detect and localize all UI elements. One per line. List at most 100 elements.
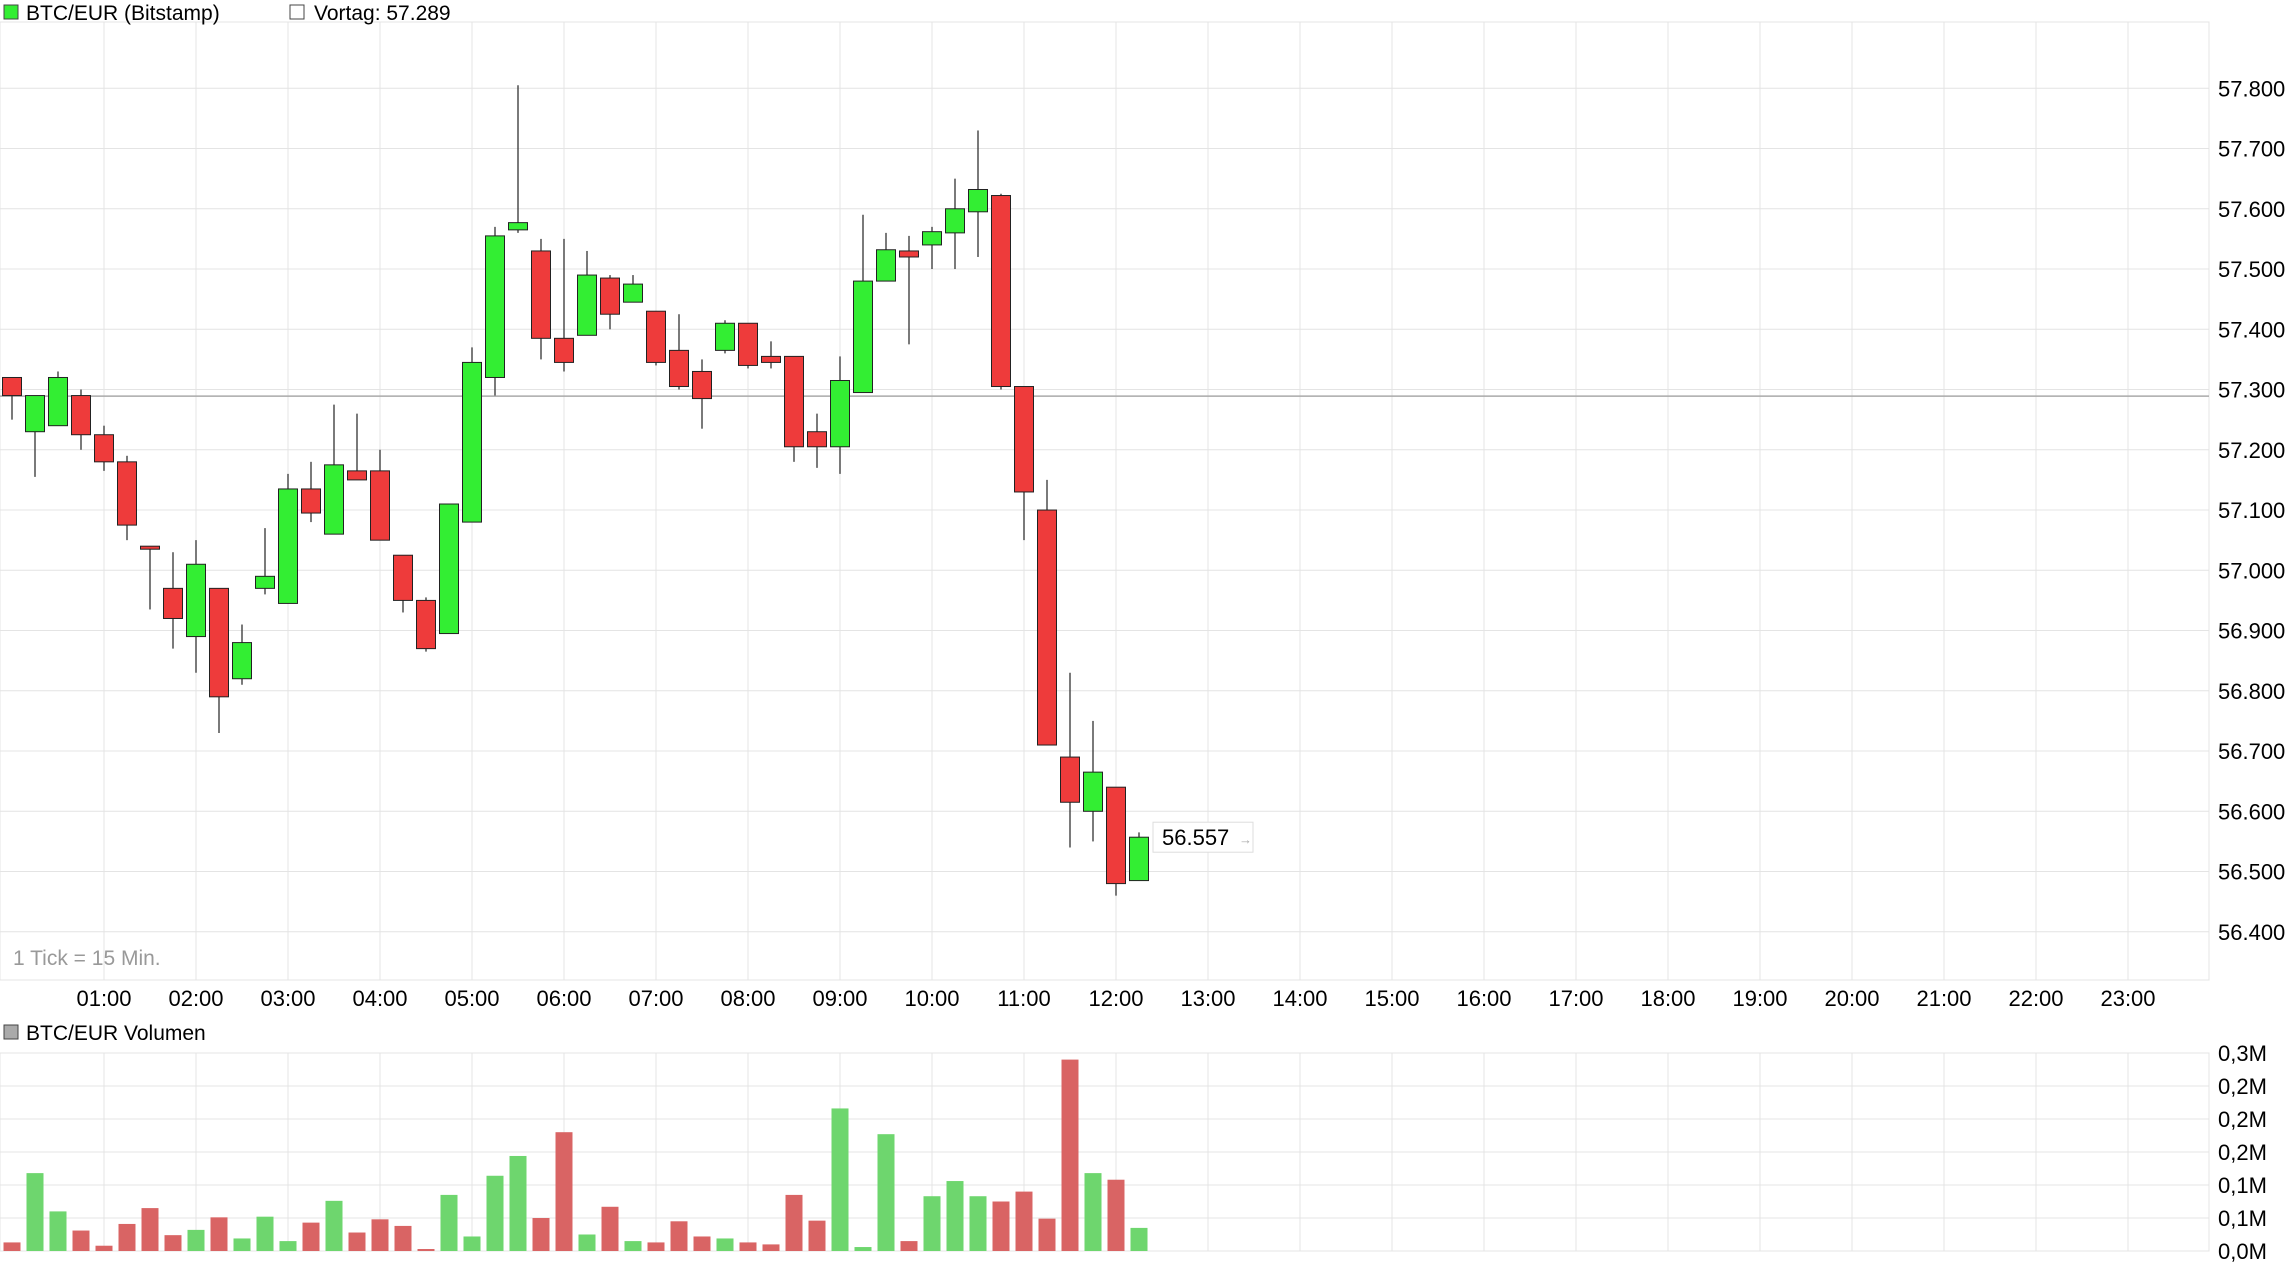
volume-bar <box>969 1196 987 1251</box>
candle <box>25 395 45 477</box>
candle-body <box>508 222 528 231</box>
volume-bar <box>854 1247 872 1251</box>
volume-bar <box>1130 1227 1148 1251</box>
candle <box>347 413 367 481</box>
price-y-tick-label: 57.000 <box>2218 558 2285 583</box>
candle <box>945 178 965 270</box>
time-x-tick-label: 20:00 <box>1824 986 1879 1011</box>
price-y-tick-label: 56.900 <box>2218 619 2285 644</box>
candle <box>1106 786 1126 896</box>
candle <box>1060 672 1080 848</box>
candle-body <box>807 431 827 448</box>
volume-bar <box>509 1155 527 1251</box>
candle-body <box>48 376 68 427</box>
price-y-axis: 56.400 56.500 56.600 56.700 56.800 56.900 57.0… <box>2218 76 2285 945</box>
candle <box>186 540 206 673</box>
volume-y-axis: 0,0M 0,1M 0,1M 0,2M 0,2M 0,2M 0,3M <box>2218 1041 2267 1264</box>
time-x-tick-label: 01:00 <box>76 986 131 1011</box>
volume-bar <box>877 1134 895 1251</box>
time-x-tick-label: 04:00 <box>352 986 407 1011</box>
volume-bar <box>325 1200 343 1251</box>
price-y-tick-label: 57.100 <box>2218 498 2285 523</box>
candle-body <box>646 310 666 363</box>
volume-bars <box>3 1059 1148 1251</box>
volume-y-tick-label: 0,2M <box>2218 1107 2267 1132</box>
volume-y-tick-label: 0,2M <box>2218 1140 2267 1165</box>
time-x-tick-label: 15:00 <box>1364 986 1419 1011</box>
time-x-tick-label: 11:00 <box>997 986 1050 1011</box>
volume-legend-label: BTC/EUR Volumen <box>26 1022 206 1045</box>
time-x-tick-label: 23:00 <box>2100 986 2155 1011</box>
candle-body <box>830 379 850 448</box>
candle-body <box>715 322 735 351</box>
candle <box>761 341 781 369</box>
volume-y-tick-label: 0,1M <box>2218 1173 2267 1198</box>
volume-y-tick-label: 0,2M <box>2218 1074 2267 1099</box>
volume-bar <box>555 1132 573 1251</box>
candle-body <box>301 488 321 514</box>
candle <box>140 545 160 610</box>
candle <box>393 554 413 613</box>
time-x-tick-label: 16:00 <box>1456 986 1511 1011</box>
candle <box>117 455 137 541</box>
candle-body <box>945 208 965 234</box>
volume-bar <box>118 1223 136 1251</box>
candle <box>301 461 321 523</box>
volume-bar <box>141 1208 159 1251</box>
volume-bar <box>1015 1191 1033 1251</box>
volume-bar <box>693 1236 711 1251</box>
volume-bar <box>348 1232 366 1251</box>
candle-body <box>853 280 873 394</box>
price-legend: BTC/EUR (Bitstamp) Vortag: 57.289 <box>3 2 451 25</box>
price-grid <box>0 22 2209 980</box>
volume-bar <box>463 1236 481 1251</box>
candle <box>255 528 275 595</box>
candle-body <box>485 235 505 378</box>
price-y-tick-label: 57.500 <box>2218 257 2285 282</box>
candle <box>991 193 1011 390</box>
candle-body <box>370 470 390 541</box>
candle <box>1037 479 1057 746</box>
volume-bar <box>831 1108 849 1251</box>
candle-body <box>1037 509 1057 746</box>
candle-body <box>623 283 643 303</box>
candle-body <box>416 599 436 650</box>
time-x-tick-label: 03:00 <box>260 986 315 1011</box>
candle-body <box>209 587 229 698</box>
candle <box>830 356 850 474</box>
volume-bar <box>1084 1173 1102 1251</box>
volume-bar <box>440 1194 458 1251</box>
candle <box>899 235 919 345</box>
volume-bar <box>1061 1059 1079 1251</box>
volume-bar <box>233 1238 251 1251</box>
volume-bar <box>670 1221 688 1251</box>
volume-bar <box>900 1241 918 1251</box>
volume-bar <box>95 1245 113 1251</box>
last-price-tag-box <box>1152 821 1254 853</box>
tick-interval-note: 1 Tick = 15 Min. <box>13 947 161 970</box>
volume-y-tick-label: 0,0M <box>2218 1239 2267 1264</box>
time-x-tick-label: 22:00 <box>2008 986 2063 1011</box>
time-x-tick-label: 10:00 <box>904 986 959 1011</box>
candle-body <box>531 250 551 339</box>
price-y-tick-label: 56.700 <box>2218 739 2285 764</box>
volume-y-tick-label: 0,1M <box>2218 1206 2267 1231</box>
volume-bar <box>210 1217 228 1251</box>
candle-body <box>2 376 22 397</box>
candle <box>554 238 574 372</box>
candle <box>922 226 942 270</box>
candle-body <box>25 395 45 433</box>
candle-body <box>991 195 1011 388</box>
time-x-tick-label: 06:00 <box>536 986 591 1011</box>
volume-bar <box>1107 1179 1125 1251</box>
candle-body <box>1129 836 1149 882</box>
candle-body <box>278 488 298 604</box>
candle-body <box>439 503 459 635</box>
price-y-tick-label: 57.700 <box>2218 137 2285 162</box>
last-price-tag: 56.557 → <box>1152 821 1254 853</box>
volume-bar <box>762 1244 780 1251</box>
candle-body <box>255 575 275 589</box>
candle <box>48 371 68 427</box>
legend-label-btc: BTC/EUR (Bitstamp) <box>26 2 220 25</box>
legend-swatch-btc <box>3 4 19 20</box>
